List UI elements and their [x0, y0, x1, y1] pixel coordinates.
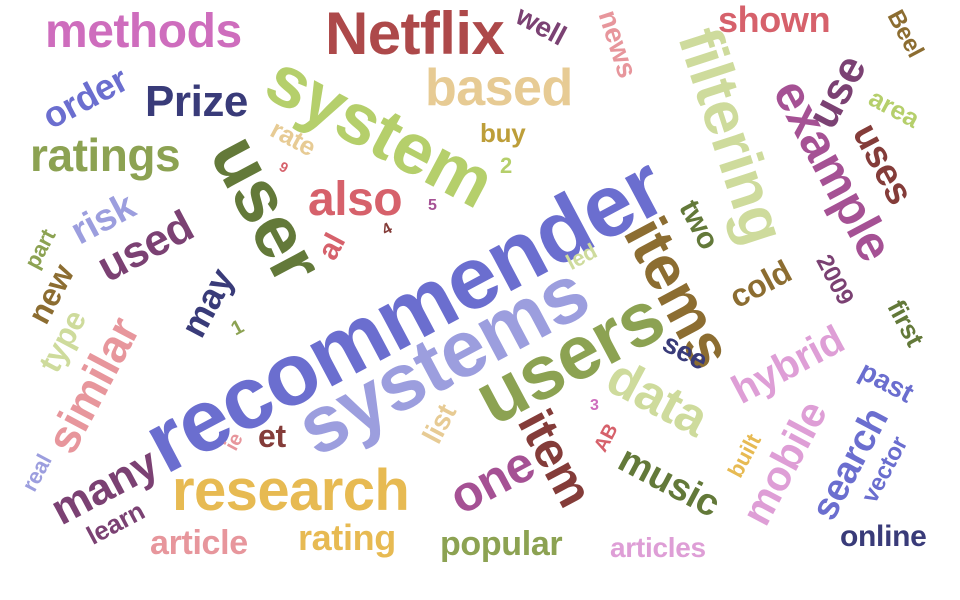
word-article: article: [150, 524, 248, 562]
word-music: music: [611, 438, 727, 526]
word-2: 2: [500, 153, 513, 178]
word-methods: methods: [45, 5, 242, 58]
word-buy: buy: [480, 118, 526, 148]
word-may: may: [172, 261, 242, 344]
word-past: past: [854, 354, 919, 409]
word-5: 5: [428, 197, 437, 214]
word-online: online: [840, 520, 927, 553]
word-research: research: [172, 458, 410, 523]
word-prize: Prize: [145, 77, 248, 126]
word-rating: rating: [298, 517, 396, 558]
word-1: 1: [227, 315, 248, 341]
word-articles: articles: [610, 532, 706, 563]
word-popular: popular: [440, 525, 563, 563]
word-et: et: [258, 418, 286, 454]
word-order: order: [35, 58, 135, 137]
word-netflix: Netflix: [325, 0, 505, 67]
word-cold: cold: [723, 252, 798, 316]
word-beel: Beel: [881, 5, 929, 63]
word-hybrid: hybrid: [724, 317, 852, 413]
word-3: 3: [590, 397, 599, 414]
word-based: based: [425, 59, 573, 117]
word-shown: shown: [718, 0, 831, 40]
word-well: well: [510, 0, 572, 52]
word-ratings: ratings: [30, 129, 181, 181]
word-news: news: [592, 6, 644, 82]
word-also: also: [308, 173, 403, 226]
word-first: first: [881, 294, 931, 352]
word-ab: AB: [589, 420, 623, 456]
